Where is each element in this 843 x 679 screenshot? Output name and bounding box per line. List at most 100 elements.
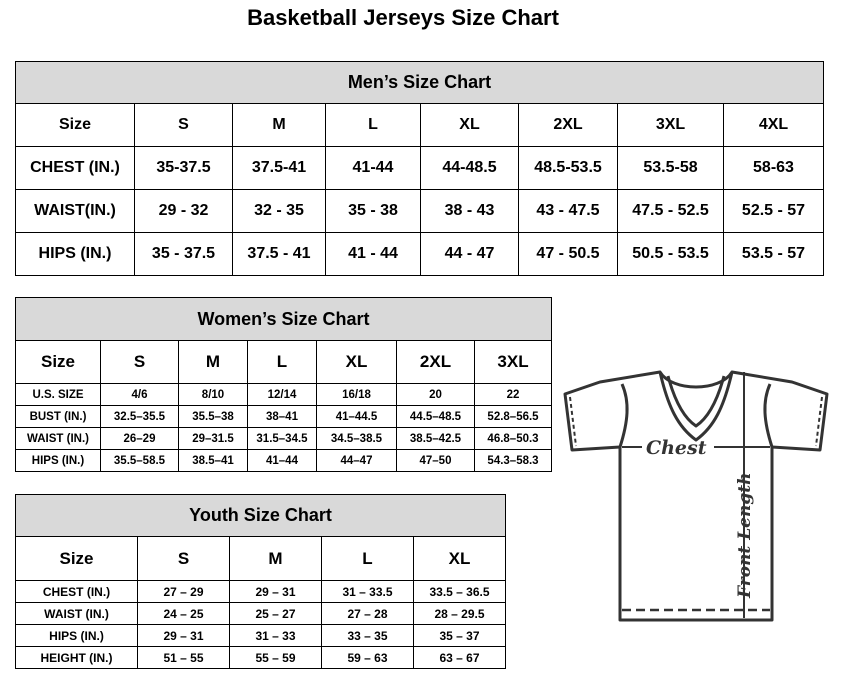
table-cell: L [321, 536, 414, 581]
row-label: WAIST (IN.) [15, 427, 101, 450]
chest-label: Chest [646, 437, 707, 459]
table-cell: 37.5-41 [232, 146, 326, 190]
row-label: Size [15, 536, 138, 581]
table-cell: 58-63 [723, 146, 824, 190]
table-cell: 29 - 32 [134, 189, 233, 233]
table-cell: 29 – 31 [137, 624, 230, 647]
table-cell: 35 - 37.5 [134, 232, 233, 276]
table-cell: M [229, 536, 322, 581]
table-cell: 27 – 28 [321, 602, 414, 625]
youth-size-table: Youth Size Chart Size S M L XL CHEST (IN.) 27 … [14, 494, 507, 669]
table-cell: XL [316, 340, 397, 384]
size-header-row: Size S M L XL 2XL 3XL [15, 340, 553, 384]
table-cell: 27 – 29 [137, 580, 230, 603]
table-cell: 41-44 [325, 146, 421, 190]
row-label: HIPS (IN.) [15, 232, 135, 276]
table-cell: 44.5–48.5 [396, 405, 475, 428]
row-label: WAIST (IN.) [15, 602, 138, 625]
table-cell: 52.8–56.5 [473, 405, 553, 428]
table-cell: XL [420, 103, 519, 147]
front-length-label: Front Length [735, 473, 755, 599]
table-cell: 54.3–58.3 [473, 449, 553, 472]
table-cell: 41 - 44 [325, 232, 421, 276]
t-shirt-icon: Chest Front Length [563, 370, 829, 622]
womens-size-table: Women’s Size Chart Size S M L XL 2XL 3XL U.S. S… [14, 297, 553, 472]
table-row: WAIST (IN.) 26–29 29–31.5 31.5–34.5 34.5–38.… [15, 427, 553, 450]
table-cell: 50.5 - 53.5 [617, 232, 724, 276]
table-cell: 22 [473, 383, 553, 406]
table-cell: 28 – 29.5 [412, 602, 507, 625]
row-label: HIPS (IN.) [15, 624, 138, 647]
table-cell: 52.5 - 57 [723, 189, 824, 233]
table-row: HIPS (IN.) 29 – 31 31 – 33 33 – 35 35 – 37 [15, 624, 507, 647]
table-cell: 4/6 [100, 383, 179, 406]
table-cell: 31 – 33 [229, 624, 322, 647]
table-cell: M [178, 340, 248, 384]
table-cell: 44-48.5 [420, 146, 519, 190]
table-cell: 48.5-53.5 [518, 146, 618, 190]
table-cell: 24 – 25 [137, 602, 230, 625]
table-cell: 53.5-58 [617, 146, 724, 190]
table-row: HEIGHT (IN.) 51 – 55 55 – 59 59 – 63 63 – 67 [15, 646, 507, 669]
table-cell: 35 – 37 [412, 624, 507, 647]
table-cell: 55 – 59 [229, 646, 322, 669]
row-label: Size [15, 340, 101, 384]
row-label: U.S. SIZE [15, 383, 101, 406]
table-cell: 4XL [723, 103, 824, 147]
table-cell: M [232, 103, 326, 147]
table-cell: S [100, 340, 179, 384]
table-cell: 47–50 [396, 449, 475, 472]
table-cell: 43 - 47.5 [518, 189, 618, 233]
mens-size-table: Men’s Size Chart Size S M L XL 2XL 3XL 4XL CHEST… [15, 61, 824, 276]
row-label: CHEST (IN.) [15, 580, 138, 603]
table-row: HIPS (IN.) 35 - 37.5 37.5 - 41 41 - 44 44 - … [15, 232, 824, 276]
table-row: HIPS (IN.) 35.5–58.5 38.5–41 41–44 44–47 47–5… [15, 449, 553, 472]
table-cell: 2XL [396, 340, 475, 384]
table-cell: 32.5–35.5 [100, 405, 179, 428]
table-cell: 12/14 [247, 383, 317, 406]
table-cell: 63 – 67 [412, 646, 507, 669]
table-cell: 38.5–41 [178, 449, 248, 472]
table-cell: 34.5–38.5 [316, 427, 397, 450]
table-cell: L [247, 340, 317, 384]
table-cell: 35.5–58.5 [100, 449, 179, 472]
table-row: CHEST (IN.) 35-37.5 37.5-41 41-44 44-48.5 48.… [15, 146, 824, 190]
table-cell: 32 - 35 [232, 189, 326, 233]
table-row: U.S. SIZE 4/6 8/10 12/14 16/18 20 22 [15, 383, 553, 406]
table-row: WAIST (IN.) 24 – 25 25 – 27 27 – 28 28 – 29.… [15, 602, 507, 625]
table-cell: 33.5 – 36.5 [412, 580, 507, 603]
table-cell: 44 - 47 [420, 232, 519, 276]
table-cell: 31 – 33.5 [321, 580, 414, 603]
table-cell: 2XL [518, 103, 618, 147]
table-cell: 3XL [617, 103, 724, 147]
table-cell: 26–29 [100, 427, 179, 450]
row-label: Size [15, 103, 135, 147]
page-title: Basketball Jerseys Size Chart [247, 5, 559, 30]
row-label: HEIGHT (IN.) [15, 646, 138, 669]
size-header-row: Size S M L XL 2XL 3XL 4XL [15, 103, 824, 147]
table-cell: 29–31.5 [178, 427, 248, 450]
table-cell: 33 – 35 [321, 624, 414, 647]
youth-heading: Youth Size Chart [14, 494, 507, 537]
womens-heading: Women’s Size Chart [14, 297, 553, 341]
row-label: HIPS (IN.) [15, 449, 101, 472]
table-cell: 25 – 27 [229, 602, 322, 625]
table-cell: 38–41 [247, 405, 317, 428]
table-row: BUST (IN.) 32.5–35.5 35.5–38 38–41 41–44.5 44… [15, 405, 553, 428]
table-cell: S [134, 103, 233, 147]
table-cell: 35.5–38 [178, 405, 248, 428]
table-cell: 35-37.5 [134, 146, 233, 190]
table-cell: 53.5 - 57 [723, 232, 824, 276]
table-cell: 31.5–34.5 [247, 427, 317, 450]
table-cell: 41–44 [247, 449, 317, 472]
table-cell: 59 – 63 [321, 646, 414, 669]
table-cell: 46.8–50.3 [473, 427, 553, 450]
table-cell: 8/10 [178, 383, 248, 406]
table-cell: 38.5–42.5 [396, 427, 475, 450]
table-cell: 3XL [473, 340, 553, 384]
table-cell: L [325, 103, 421, 147]
table-cell: 20 [396, 383, 475, 406]
table-cell: 44–47 [316, 449, 397, 472]
table-cell: 35 - 38 [325, 189, 421, 233]
table-cell: 47.5 - 52.5 [617, 189, 724, 233]
